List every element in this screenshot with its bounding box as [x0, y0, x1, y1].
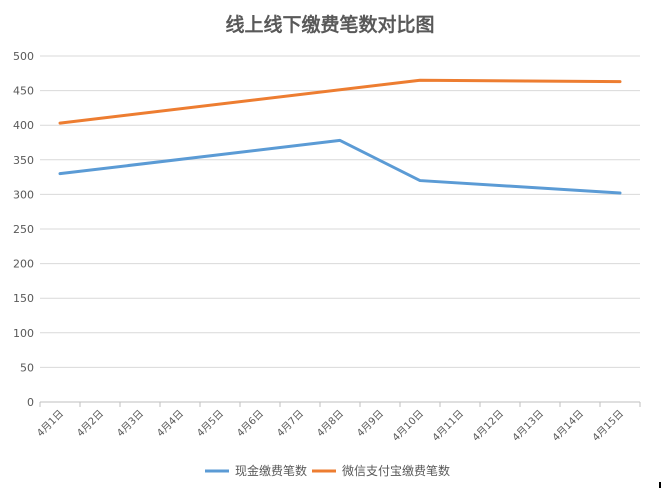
x-tick-label: 4月2日 [74, 408, 106, 440]
y-tick-label: 300 [13, 188, 34, 201]
x-tick-label: 4月9日 [354, 408, 386, 440]
legend-label: 现金缴费笔数 [235, 463, 307, 478]
y-tick-label: 250 [13, 223, 34, 236]
series-line-2 [58, 78, 622, 125]
x-tick-label: 4月10日 [390, 408, 426, 444]
legend: 现金缴费笔数 微信支付宝缴费笔数 [205, 463, 450, 478]
y-tick-label: 200 [13, 258, 34, 271]
x-tick-label: 4月8日 [314, 408, 346, 440]
y-tick-label: 400 [13, 119, 34, 132]
chart-title: 线上线下缴费笔数对比图 [225, 13, 434, 36]
x-tick-label: 4月5日 [194, 408, 226, 440]
x-tick-label: 4月3日 [114, 408, 146, 440]
y-tick-label: 450 [13, 85, 34, 98]
x-tick-label: 4月14日 [550, 408, 586, 444]
x-tick-label: 4月6日 [234, 408, 266, 440]
y-tick-label: 100 [13, 327, 34, 340]
x-tick-label: 4月13日 [510, 408, 546, 444]
x-tick-label: 4月7日 [274, 408, 306, 440]
y-axis-ticks: 0 50 100 150 200 250 300 350 400 450 500 [13, 50, 34, 409]
y-tick-label: 50 [20, 361, 34, 374]
x-tick-label: 4月4日 [154, 408, 186, 440]
x-tick-label: 4月11日 [430, 408, 466, 444]
y-tick-label: 500 [13, 50, 34, 63]
series-line-1 [58, 138, 622, 195]
corner-mark [659, 482, 661, 488]
y-tick-label: 150 [13, 292, 34, 305]
x-tick-label: 4月1日 [34, 408, 66, 440]
x-axis-ticks: 4月1日 4月2日 4月3日 4月4日 4月5日 4月6日 4月7日 4月8日 4月9日 4月10… [34, 402, 641, 444]
x-tick-label: 4月12日 [470, 408, 506, 444]
legend-label: 微信支付宝缴费笔数 [342, 463, 450, 478]
y-tick-label: 0 [27, 396, 34, 409]
y-tick-label: 350 [13, 154, 34, 167]
series-lines [58, 78, 622, 195]
gridlines [40, 55, 640, 403]
x-tick-label: 4月15日 [590, 408, 626, 444]
